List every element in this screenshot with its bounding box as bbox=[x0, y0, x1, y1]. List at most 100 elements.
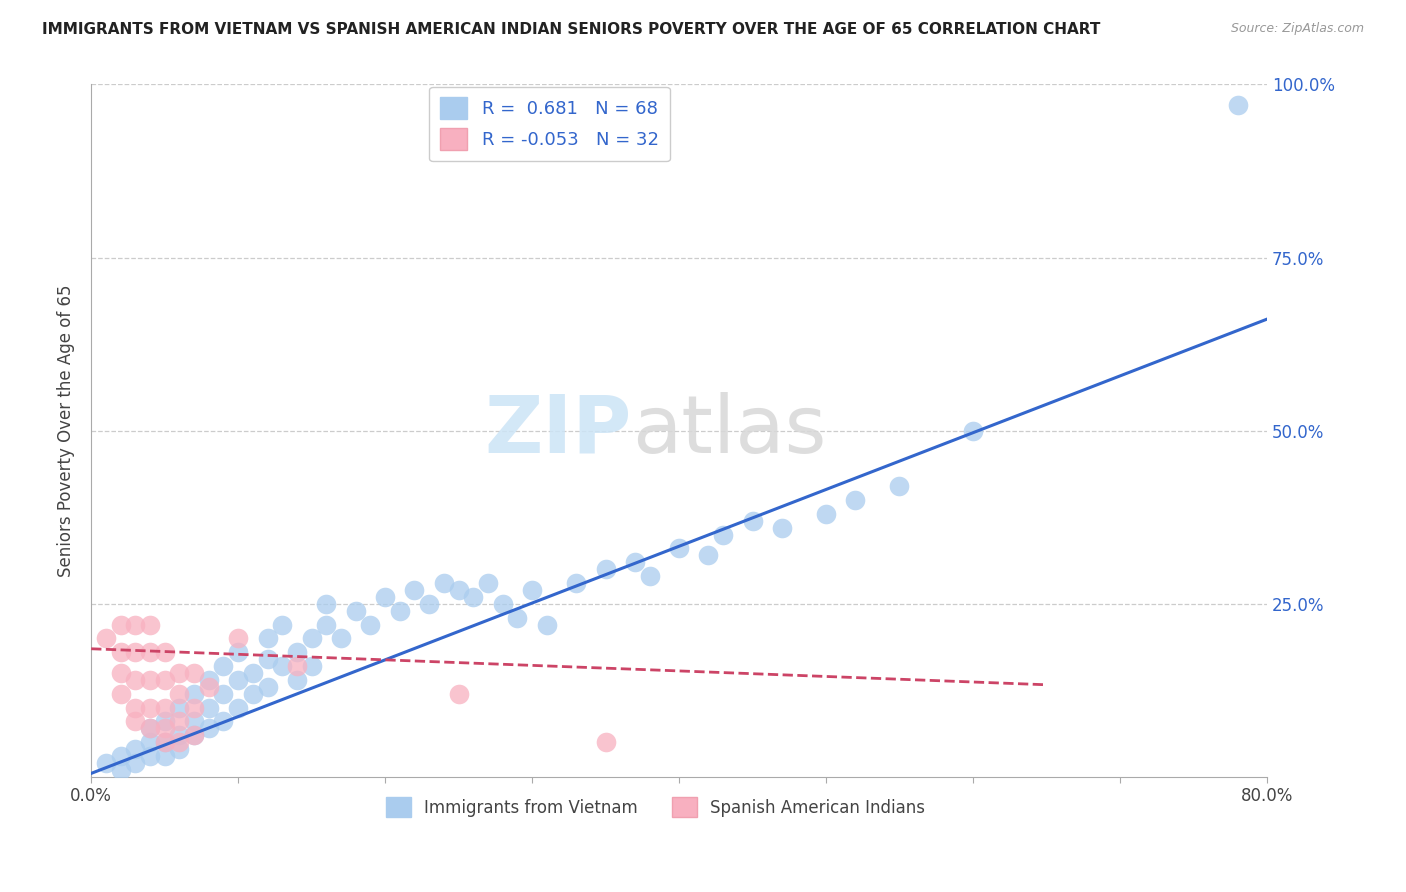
Point bbox=[889, 479, 911, 493]
Point bbox=[741, 514, 763, 528]
Point bbox=[668, 541, 690, 556]
Point bbox=[110, 687, 132, 701]
Point bbox=[110, 665, 132, 680]
Point bbox=[285, 659, 308, 673]
Point bbox=[433, 576, 456, 591]
Point bbox=[256, 632, 278, 646]
Point bbox=[124, 756, 146, 770]
Point bbox=[139, 673, 162, 687]
Text: Source: ZipAtlas.com: Source: ZipAtlas.com bbox=[1230, 22, 1364, 36]
Point bbox=[330, 632, 353, 646]
Point bbox=[183, 728, 205, 742]
Point bbox=[183, 687, 205, 701]
Point bbox=[226, 632, 249, 646]
Point bbox=[506, 610, 529, 624]
Point bbox=[271, 659, 294, 673]
Point bbox=[212, 714, 235, 729]
Text: ZIP: ZIP bbox=[485, 392, 631, 470]
Text: IMMIGRANTS FROM VIETNAM VS SPANISH AMERICAN INDIAN SENIORS POVERTY OVER THE AGE : IMMIGRANTS FROM VIETNAM VS SPANISH AMERI… bbox=[42, 22, 1101, 37]
Point bbox=[124, 673, 146, 687]
Point bbox=[463, 590, 485, 604]
Point bbox=[315, 617, 337, 632]
Point bbox=[110, 749, 132, 764]
Point bbox=[169, 728, 191, 742]
Point bbox=[197, 673, 219, 687]
Point bbox=[536, 617, 558, 632]
Legend: Immigrants from Vietnam, Spanish American Indians: Immigrants from Vietnam, Spanish America… bbox=[380, 790, 932, 824]
Point bbox=[183, 714, 205, 729]
Point bbox=[565, 576, 588, 591]
Point bbox=[139, 645, 162, 659]
Point bbox=[153, 735, 176, 749]
Point bbox=[770, 520, 793, 534]
Point bbox=[1226, 98, 1249, 112]
Point bbox=[169, 665, 191, 680]
Point bbox=[520, 582, 543, 597]
Point bbox=[492, 597, 515, 611]
Point bbox=[153, 722, 176, 736]
Point bbox=[638, 569, 661, 583]
Point bbox=[197, 700, 219, 714]
Point bbox=[212, 687, 235, 701]
Point bbox=[153, 749, 176, 764]
Point bbox=[285, 645, 308, 659]
Point bbox=[301, 659, 323, 673]
Point bbox=[359, 617, 381, 632]
Point bbox=[139, 735, 162, 749]
Point bbox=[124, 700, 146, 714]
Point bbox=[110, 645, 132, 659]
Point bbox=[226, 673, 249, 687]
Point bbox=[226, 700, 249, 714]
Point bbox=[169, 742, 191, 756]
Point bbox=[94, 632, 117, 646]
Point bbox=[139, 749, 162, 764]
Point bbox=[124, 645, 146, 659]
Y-axis label: Seniors Poverty Over the Age of 65: Seniors Poverty Over the Age of 65 bbox=[58, 285, 75, 577]
Point bbox=[124, 714, 146, 729]
Point bbox=[404, 582, 426, 597]
Point bbox=[110, 763, 132, 777]
Point bbox=[139, 722, 162, 736]
Point bbox=[183, 728, 205, 742]
Point bbox=[153, 714, 176, 729]
Point bbox=[844, 492, 866, 507]
Point bbox=[183, 665, 205, 680]
Point bbox=[139, 617, 162, 632]
Point bbox=[301, 632, 323, 646]
Point bbox=[169, 735, 191, 749]
Point bbox=[110, 617, 132, 632]
Point bbox=[447, 582, 470, 597]
Point bbox=[962, 424, 984, 438]
Point bbox=[814, 507, 837, 521]
Point bbox=[256, 680, 278, 694]
Point bbox=[388, 604, 411, 618]
Point bbox=[169, 700, 191, 714]
Point bbox=[183, 700, 205, 714]
Point bbox=[697, 549, 720, 563]
Point bbox=[477, 576, 499, 591]
Point bbox=[242, 687, 264, 701]
Point bbox=[212, 659, 235, 673]
Point bbox=[197, 722, 219, 736]
Point bbox=[139, 700, 162, 714]
Point bbox=[124, 617, 146, 632]
Point bbox=[242, 665, 264, 680]
Point bbox=[447, 687, 470, 701]
Point bbox=[374, 590, 396, 604]
Point bbox=[153, 700, 176, 714]
Point bbox=[595, 735, 617, 749]
Point bbox=[226, 645, 249, 659]
Point bbox=[153, 645, 176, 659]
Point bbox=[595, 562, 617, 576]
Point bbox=[169, 714, 191, 729]
Point bbox=[344, 604, 367, 618]
Point bbox=[197, 680, 219, 694]
Point bbox=[153, 673, 176, 687]
Text: atlas: atlas bbox=[631, 392, 827, 470]
Point bbox=[124, 742, 146, 756]
Point bbox=[271, 617, 294, 632]
Point bbox=[418, 597, 440, 611]
Point bbox=[711, 527, 734, 541]
Point bbox=[139, 722, 162, 736]
Point bbox=[285, 673, 308, 687]
